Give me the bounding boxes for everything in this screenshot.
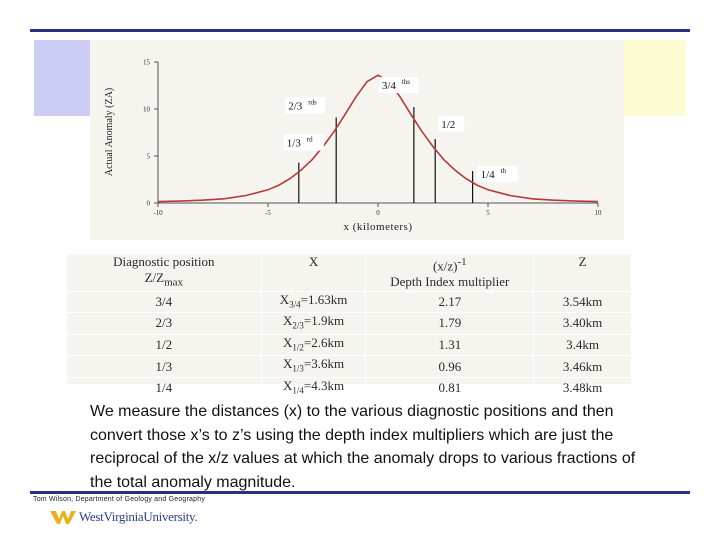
diagnostic-label-box (438, 116, 465, 133)
diagnostic-table-wrap: Diagnostic position Z/Zmax X (x/z)-1 Dep… (66, 253, 632, 400)
diagnostic-label: 2/3 (288, 100, 303, 112)
x-tick-label: -5 (265, 209, 271, 217)
cell-x-base: X (282, 377, 293, 393)
cell-x-sub: 1/2 (292, 342, 304, 353)
anomaly-chart: -10 -5 0 5 10 0 5 10 15 x (kilometers) Actual Anom… (90, 40, 624, 240)
cell-z: 3.4km (533, 333, 632, 357)
title-band-right (624, 40, 686, 116)
diagnostic-label: 1/2 (441, 119, 455, 131)
header-z: Z (533, 253, 632, 292)
cell-multiplier: 1.79 (365, 312, 535, 335)
diagnostic-table: Diagnostic position Z/Zmax X (x/z)-1 Dep… (66, 253, 632, 400)
diagnostic-label-sup: rds (308, 98, 317, 106)
header-diagnostic-position: Diagnostic position Z/Zmax (66, 253, 262, 292)
anomaly-chart-svg: -10 -5 0 5 10 0 5 10 15 x (kilometers) Actual Anom… (104, 59, 603, 234)
diagnostic-label-sup: ths (402, 78, 410, 86)
cell-position: 1/3 (66, 355, 262, 378)
description-text: We measure the distances (x) to the vari… (90, 403, 636, 491)
header-col2-label: X (308, 254, 319, 269)
cell-multiplier: 2.17 (365, 290, 535, 314)
header-multiplier: (x/z)-1 Depth Index multiplier (365, 253, 535, 292)
cell-position: 3/4 (66, 290, 262, 314)
table-row: 3/4 X3/4=1.63km 2.17 3.54km (66, 290, 632, 314)
table-row: 2/3 X2/3=1.9km 1.79 3.40km (66, 312, 632, 335)
table-body: 3/4 X3/4=1.63km 2.17 3.54km 2/3 X2/3=1.9km 1.7… (66, 290, 632, 400)
cell-x: X1/3=3.6km (260, 355, 367, 378)
table-header-row: Diagnostic position Z/Zmax X (x/z)-1 Dep… (66, 253, 632, 292)
cell-x-val: =4.3km (303, 377, 345, 393)
cell-position: 2/3 (66, 312, 262, 335)
y-tick-label: 5 (147, 153, 151, 161)
cell-position: 1/4 (66, 376, 262, 400)
header-col3-base: (x/z) (432, 258, 458, 274)
table-row: 1/3 X1/3=3.6km 0.96 3.46km (66, 355, 632, 378)
cell-x-sub: 2/3 (292, 320, 304, 331)
title-band-left (34, 40, 90, 116)
x-tick-label: 10 (595, 209, 603, 217)
diagnostic-label-sup: th (501, 167, 507, 175)
bottom-rule (30, 491, 690, 494)
y-tick-label: 0 (147, 200, 151, 208)
cell-x-base: X (282, 334, 293, 350)
cell-x-sub: 1/3 (292, 363, 304, 374)
cell-z: 3.48km (533, 376, 632, 400)
header-col1-sub-sub: max (164, 276, 184, 289)
cell-position: 1/2 (66, 333, 262, 357)
x-tick-label: 0 (376, 209, 380, 217)
footer-credit: Tom Wilson, Department of Geology and Ge… (33, 496, 206, 503)
y-axis-label: Actual Anomaly (ZA) (104, 88, 115, 176)
cell-x-val: =1.63km (300, 291, 348, 307)
cell-x-base: X (282, 356, 293, 372)
cell-multiplier: 0.81 (365, 376, 535, 400)
cell-x: X2/3=1.9km (260, 312, 367, 335)
header-col1-sub-base: Z/Z (144, 270, 165, 285)
cell-x-sub: 3/4 (289, 299, 301, 310)
diagnostic-label: 1/4 (481, 169, 496, 181)
cell-x-base: X (282, 313, 293, 329)
table-row: 1/2 X1/2=2.6km 1.31 3.4km (66, 333, 632, 357)
header-col1-label: Diagnostic position (113, 254, 215, 269)
cell-x: X3/4=1.63km (260, 290, 367, 314)
diagnostic-label-box (283, 134, 324, 151)
cell-x-base: X (279, 291, 290, 307)
header-col3-sub: Depth Index multiplier (390, 274, 510, 290)
cell-x-val: =3.6km (303, 356, 345, 372)
diagnostic-label: 1/3 (287, 138, 302, 150)
cell-z: 3.40km (533, 312, 632, 335)
cell-x-val: =2.6km (303, 334, 345, 350)
cell-x: X1/4=4.3km (260, 376, 367, 400)
header-x: X (260, 253, 367, 292)
cell-multiplier: 1.31 (365, 333, 535, 357)
x-tick-label: 5 (486, 209, 490, 217)
cell-x-sub: 1/4 (292, 385, 304, 396)
x-axis-label: x (kilometers) (343, 221, 412, 233)
y-tick-label: 15 (143, 59, 151, 67)
diagnostic-label: 3/4 (382, 80, 397, 92)
cell-z: 3.46km (533, 355, 632, 378)
header-col4-label: Z (578, 254, 587, 269)
cell-multiplier: 0.96 (365, 355, 535, 378)
cell-x: X1/2=2.6km (260, 333, 367, 357)
cell-x-val: =1.9km (303, 313, 345, 329)
header-col3-sup: -1 (457, 256, 467, 268)
diagnostic-label-sup: rd (307, 136, 313, 144)
x-tick-label: -10 (153, 209, 163, 217)
y-tick-label: 10 (143, 106, 151, 114)
table-row: 1/4 X1/4=4.3km 0.81 3.48km (66, 376, 632, 400)
cell-z: 3.54km (533, 290, 632, 314)
anomaly-curve (157, 74, 599, 203)
top-rule (30, 29, 690, 32)
diagnostic-label-box (477, 166, 518, 183)
wvu-logo-text: WestVirginiaUniversity. (79, 509, 198, 524)
diagnostic-label-box (285, 97, 326, 114)
diagnostic-label-box (378, 77, 419, 94)
wvu-logo: WestVirginiaUniversity. (50, 507, 198, 527)
header-col1-sub: Z/Zmax (144, 270, 183, 289)
wv-flying-wv-icon (50, 511, 76, 524)
